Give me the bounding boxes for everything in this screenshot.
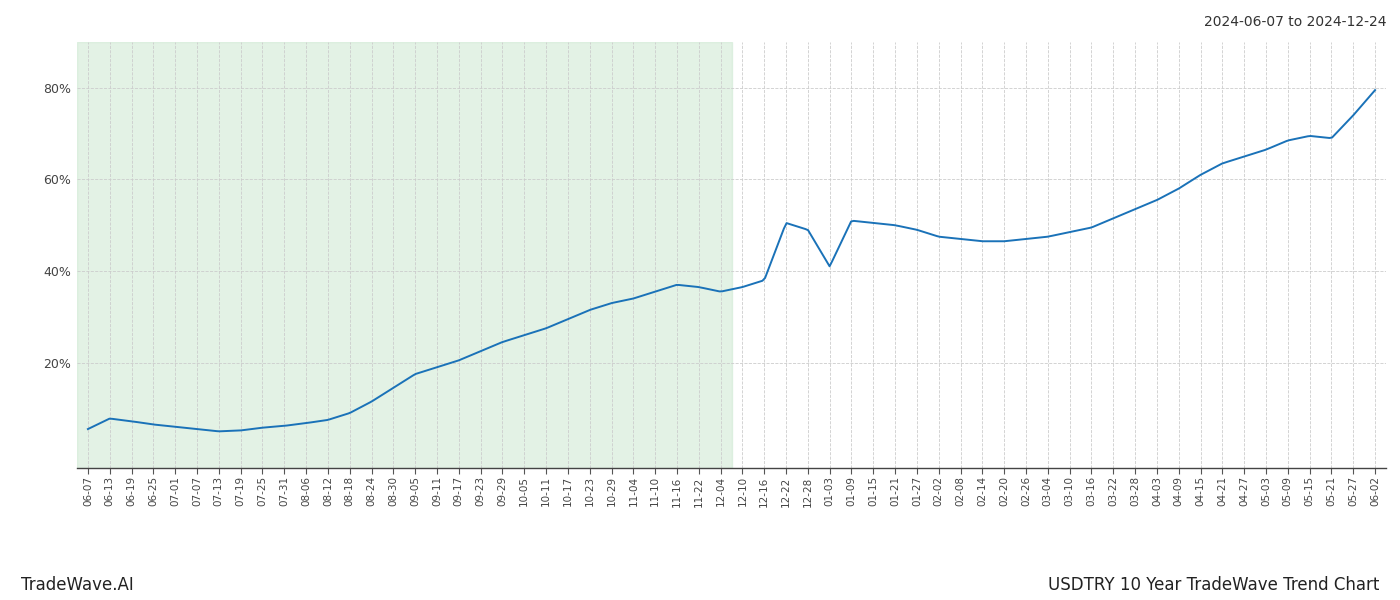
Text: TradeWave.AI: TradeWave.AI: [21, 576, 134, 594]
Text: 2024-06-07 to 2024-12-24: 2024-06-07 to 2024-12-24: [1204, 15, 1386, 29]
Bar: [77, 42, 731, 468]
Text: USDTRY 10 Year TradeWave Trend Chart: USDTRY 10 Year TradeWave Trend Chart: [1047, 576, 1379, 594]
